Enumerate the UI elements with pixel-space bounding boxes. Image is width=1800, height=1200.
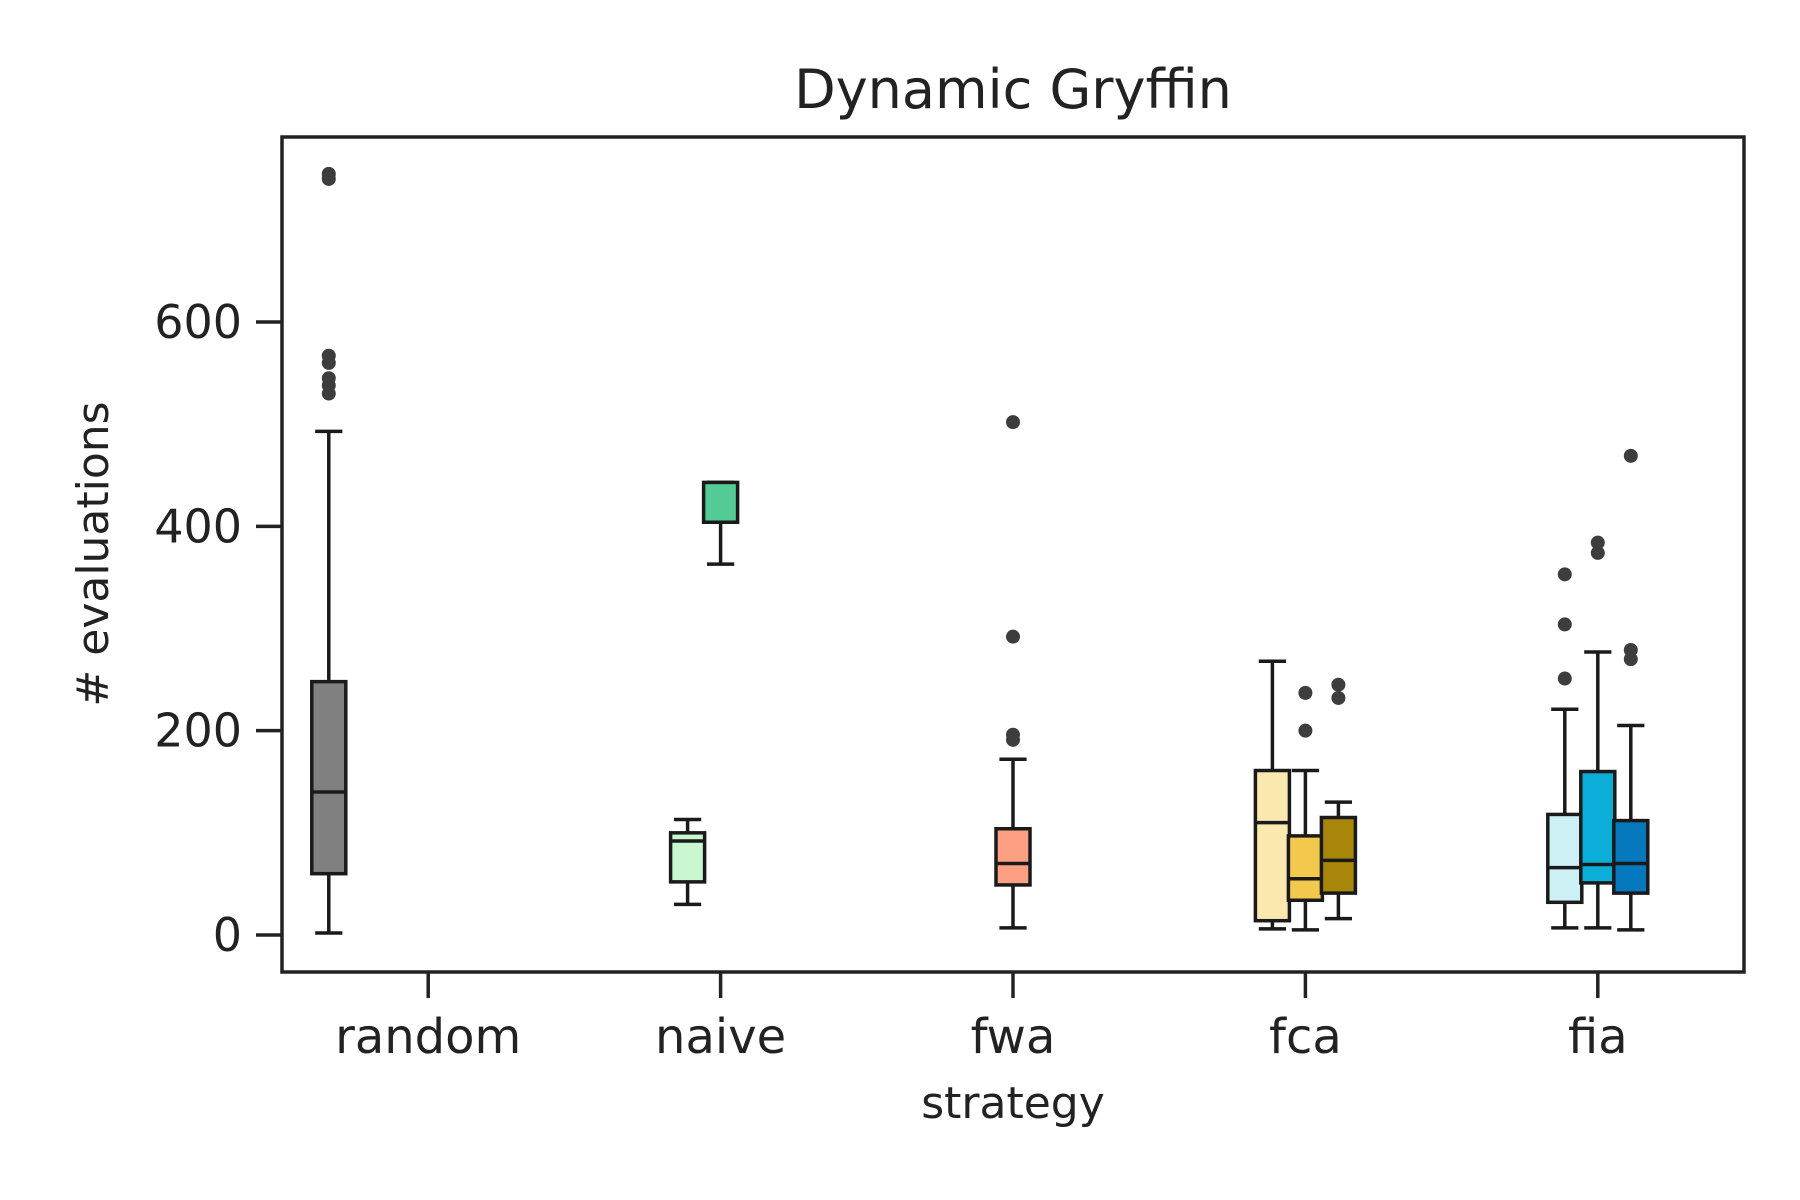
box-body	[994, 826, 1032, 887]
box-body	[1319, 815, 1358, 895]
box-body	[1612, 818, 1650, 895]
box-fia-2	[1612, 448, 1650, 932]
outlier-point-1	[1623, 642, 1638, 657]
x-tick-label-random: random	[335, 1009, 521, 1065]
y-tick-label-3: 600	[154, 295, 242, 349]
chart-title: Dynamic Gryffin	[794, 58, 1232, 121]
box-fia-1	[1579, 535, 1617, 930]
outlier-point-0	[1590, 545, 1605, 560]
x-tick-label-fwa: fwa	[971, 1009, 1056, 1065]
box-naive-1	[701, 480, 740, 566]
outlier-point-2	[1623, 448, 1638, 463]
box-fca-2	[1319, 677, 1358, 921]
y-tick-label-1: 200	[154, 704, 242, 758]
box-fia-0	[1546, 567, 1584, 930]
box-fca-0	[1253, 659, 1292, 931]
outlier-point-4	[321, 348, 336, 363]
outlier-point-3	[1006, 415, 1020, 430]
outlier-point-2	[1557, 567, 1572, 582]
box-fca-1	[1286, 685, 1325, 932]
box-fwa-1	[994, 415, 1032, 930]
box-body	[701, 480, 740, 524]
outlier-point-0	[1557, 671, 1572, 686]
outlier-point-1	[1298, 685, 1313, 700]
outlier-point-1	[1331, 677, 1346, 692]
box-body	[1253, 768, 1292, 923]
plot-area	[310, 166, 1650, 935]
outlier-point-1	[1590, 535, 1605, 550]
box-naive-0	[668, 817, 707, 907]
box-body	[1286, 834, 1325, 903]
box-body	[1546, 812, 1584, 905]
outlier-point-0	[1298, 723, 1313, 738]
x-tick-label-fia: fia	[1568, 1009, 1628, 1065]
outlier-point-0	[1331, 690, 1346, 705]
x-tick-label-naive: naive	[655, 1009, 786, 1065]
outlier-point-1	[1006, 727, 1020, 742]
outlier-point-2	[321, 371, 336, 386]
y-axis-label: # evaluations	[68, 401, 119, 706]
outlier-point-2	[1006, 629, 1020, 644]
y-tick-label-2: 400	[154, 499, 242, 553]
box-random-0	[310, 166, 348, 935]
box-body	[310, 679, 348, 876]
x-axis-label: strategy	[921, 1078, 1105, 1129]
x-tick-label-fca: fca	[1269, 1009, 1342, 1065]
y-tick-label-0: 0	[213, 908, 242, 962]
outlier-point-6	[321, 166, 336, 181]
outlier-point-1	[1557, 617, 1572, 632]
